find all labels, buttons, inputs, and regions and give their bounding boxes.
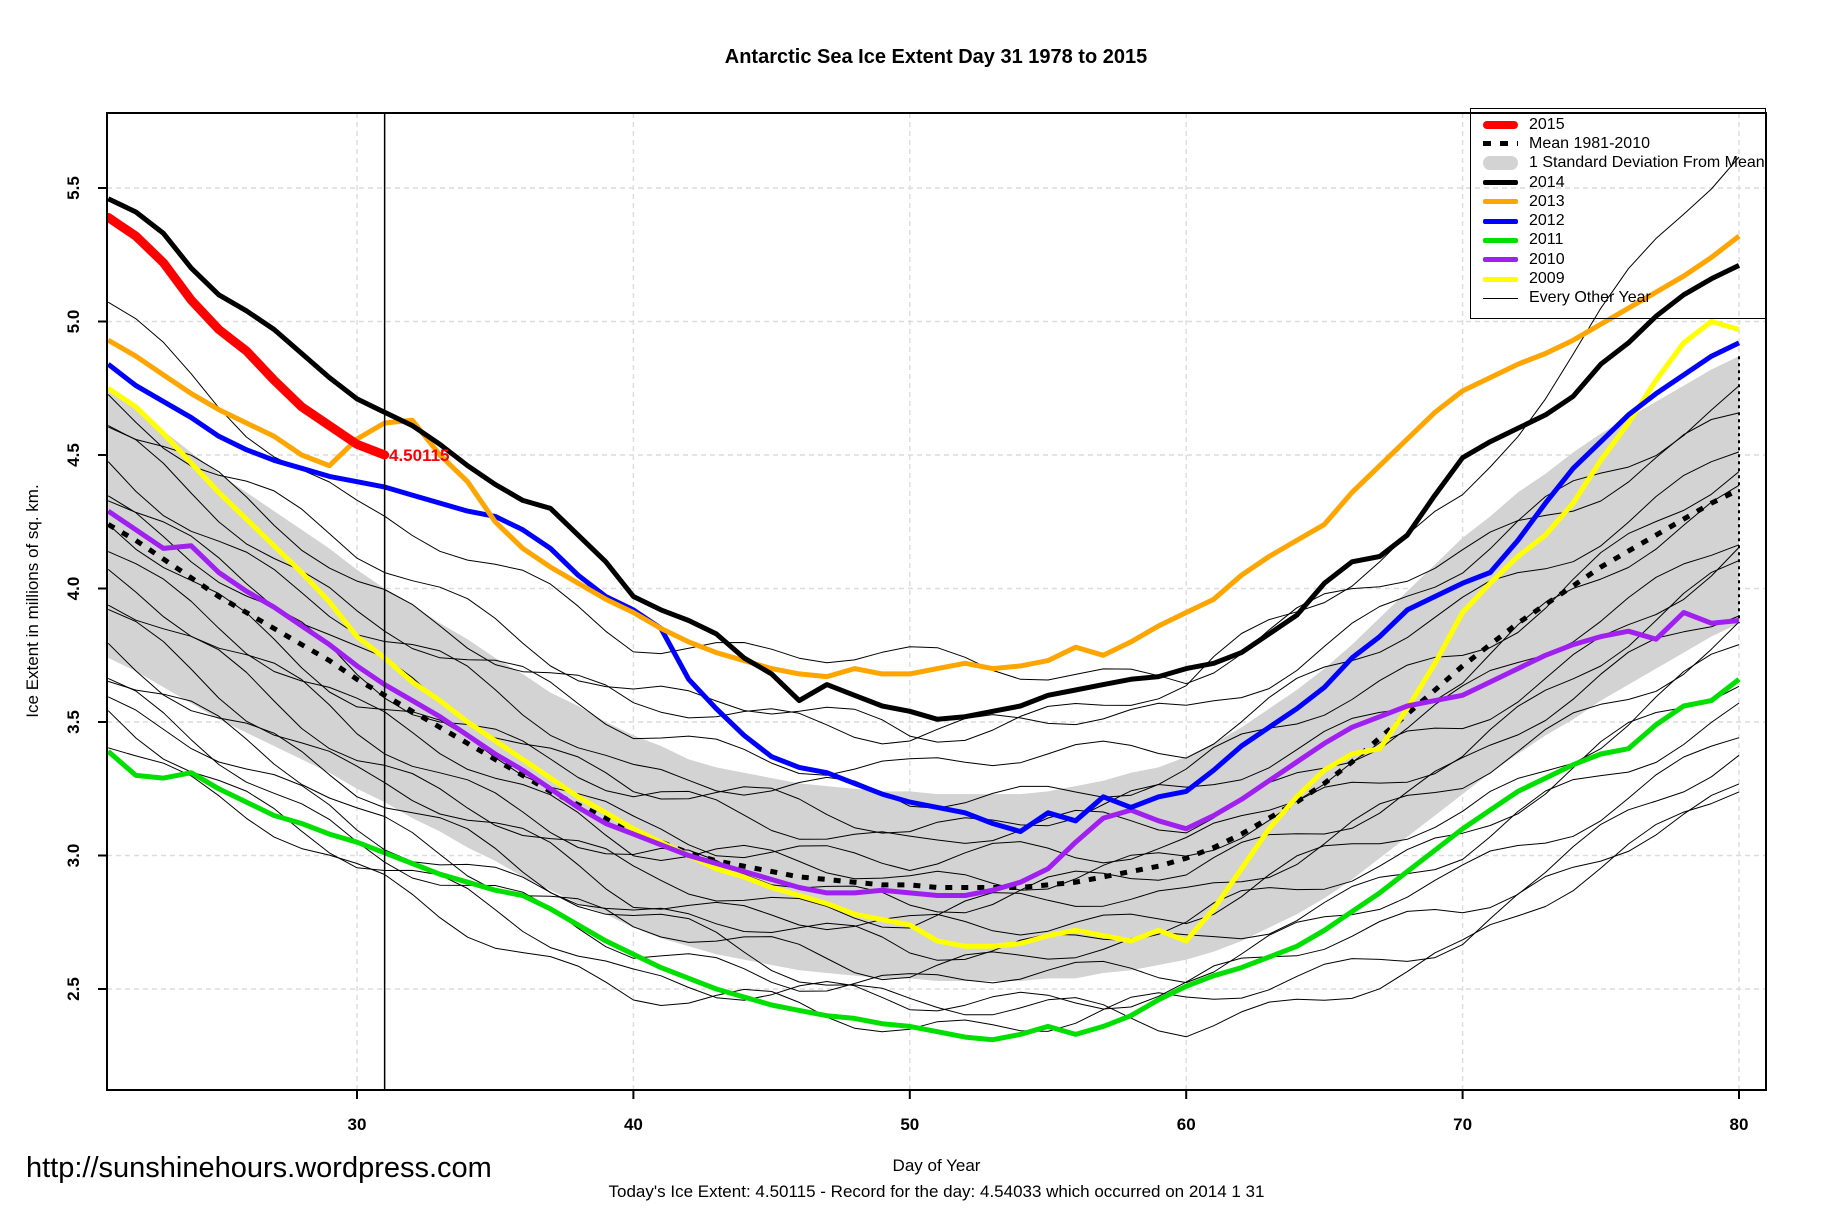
legend-swatch-icon <box>1483 297 1518 300</box>
legend-item-label: Mean 1981-2010 <box>1529 134 1650 152</box>
y-axis-title: Ice Extent in millions of sq. km. <box>23 484 42 717</box>
series-every-other-year <box>108 747 1740 1033</box>
legend-swatch-icon <box>1483 257 1518 263</box>
legend-item-label: 1 Standard Deviation From Mean <box>1529 154 1765 172</box>
series-2013 <box>107 234 1741 680</box>
x-tick-label: 50 <box>900 1115 919 1134</box>
legend-swatch-icon <box>1483 218 1518 224</box>
legend-item: 2015 <box>1483 115 1765 134</box>
series-2009 <box>107 319 1740 949</box>
x-tick-label: 40 <box>624 1115 643 1134</box>
x-tick-label: 60 <box>1177 1115 1196 1134</box>
legend-item: 2013 <box>1483 192 1765 211</box>
x-tick-label: 80 <box>1730 1115 1749 1134</box>
legend: 2015 Mean 1981-2010 1 Standard Deviation F… <box>1470 108 1766 319</box>
series-every-other-year <box>107 301 1740 685</box>
series-every-other-year <box>107 604 1740 929</box>
x-axis-title: Day of Year <box>892 1156 981 1175</box>
series-every-other-year <box>107 385 1740 745</box>
series-2010 <box>107 509 1740 898</box>
legend-item: Every Other Year <box>1483 289 1765 308</box>
legend-item-label: 2011 <box>1529 231 1564 249</box>
legend-item: Mean 1981-2010 <box>1483 134 1765 153</box>
series-every-other-year <box>107 551 1740 891</box>
series-every-other-year <box>107 608 1740 936</box>
legend-item-label: 2010 <box>1529 250 1565 268</box>
legend-item: 2012 <box>1483 211 1765 230</box>
legend-swatch-icon <box>1483 276 1518 282</box>
legend-swatch-icon <box>1483 156 1518 171</box>
series-every-other-year <box>107 425 1740 776</box>
plot-area: 30 40 50 60 70 80 2.5 3.0 3.5 4.0 4.5 5.0 5.5 <box>64 112 1767 1134</box>
series-2014 <box>107 196 1741 722</box>
std-deviation-band <box>108 356 1740 981</box>
series-every-other-year <box>107 710 1740 1012</box>
legend-swatch-icon <box>1483 199 1518 205</box>
legend-item-label: Every Other Year <box>1529 289 1651 307</box>
y-tick-label: 3.0 <box>64 844 83 868</box>
legend-item-label: 2015 <box>1529 115 1565 133</box>
x-tick-label: 70 <box>1453 1115 1472 1134</box>
legend-swatch-icon <box>1483 237 1518 243</box>
series-every-other-year <box>107 677 1740 992</box>
y-tick-label: 5.0 <box>64 310 83 334</box>
legend-swatch-icon <box>1483 180 1518 186</box>
series-2015 <box>107 212 390 460</box>
legend-item-label: 2009 <box>1529 270 1565 288</box>
legend-item: 1 Standard Deviation From Mean <box>1483 154 1765 173</box>
legend-item-label: 2014 <box>1529 173 1565 191</box>
series-every-other-year <box>107 156 1740 743</box>
legend-item: 2011 <box>1483 231 1765 250</box>
series-every-other-year <box>107 696 1740 1038</box>
y-tick-label: 2.5 <box>64 977 83 1001</box>
series-2011 <box>107 677 1741 1043</box>
legend-item-label: 2013 <box>1529 192 1565 210</box>
footer-caption: Today's Ice Extent: 4.50115 - Record for… <box>608 1182 1265 1201</box>
legend-swatch-icon <box>1483 120 1518 129</box>
today-value-annotation: 4.50115 <box>389 446 450 465</box>
series-every-other-year <box>108 680 1740 981</box>
legend-item-label: 2012 <box>1529 212 1565 230</box>
legend-item: 2009 <box>1483 269 1765 288</box>
legend-swatch-icon <box>1483 141 1518 147</box>
legend-item: 2010 <box>1483 250 1765 269</box>
y-tick-label: 5.5 <box>64 176 83 200</box>
watermark-url: http://sunshinehours.wordpress.com <box>26 1152 492 1184</box>
y-tick-label: 4.0 <box>64 577 83 601</box>
page-title: Antarctic Sea Ice Extent Day 31 1978 to … <box>724 46 1148 68</box>
y-tick-label: 4.5 <box>64 443 83 467</box>
series-every-other-year <box>107 569 1740 914</box>
series-every-other-year <box>107 642 1740 961</box>
legend-item: 2014 <box>1483 173 1765 192</box>
panel-border <box>106 112 1767 1091</box>
series-2012 <box>107 340 1741 834</box>
x-tick-label: 30 <box>348 1115 367 1134</box>
y-tick-label: 3.5 <box>64 710 83 734</box>
